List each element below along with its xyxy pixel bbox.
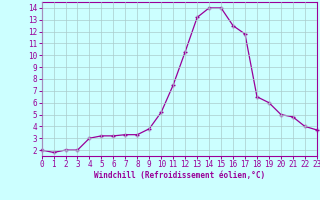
X-axis label: Windchill (Refroidissement éolien,°C): Windchill (Refroidissement éolien,°C) [94, 171, 265, 180]
